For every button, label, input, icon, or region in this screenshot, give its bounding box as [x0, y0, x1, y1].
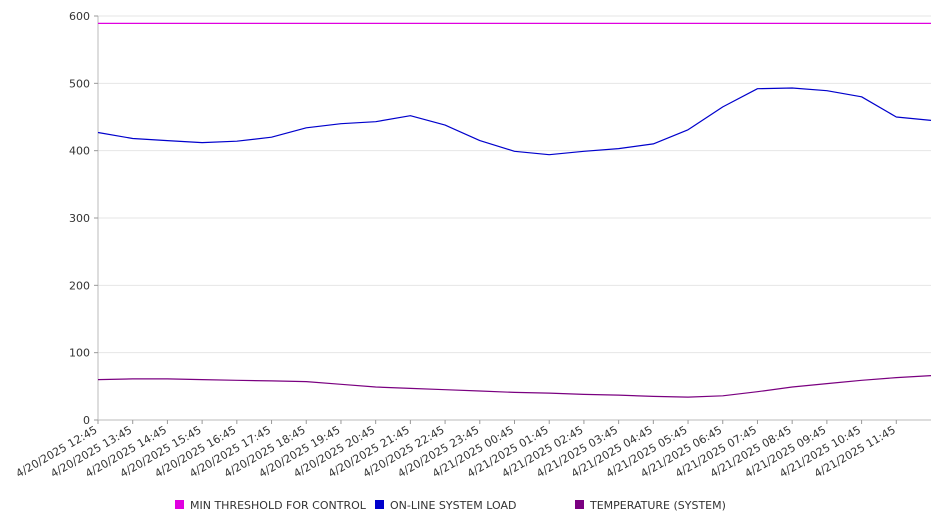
series-line-1: [97, 87, 932, 156]
legend-item: ON-LINE SYSTEM LOAD: [375, 499, 516, 512]
legend: MIN THRESHOLD FOR CONTROL ON-LINE SYSTEM …: [175, 499, 726, 512]
y-tick-label: 300: [69, 212, 90, 225]
legend-swatch: [575, 500, 584, 509]
x-axis-ticks: 4/20/2025 12:454/20/2025 13:454/20/2025 …: [14, 420, 898, 480]
series-line-2: [97, 375, 932, 398]
legend-item: TEMPERATURE (SYSTEM): [575, 499, 726, 512]
grid-lines: [98, 15, 931, 354]
y-tick-label: 400: [69, 145, 90, 158]
y-tick-label: 200: [69, 279, 90, 292]
legend-label: MIN THRESHOLD FOR CONTROL: [190, 499, 367, 512]
legend-label: TEMPERATURE (SYSTEM): [589, 499, 726, 512]
legend-swatch: [375, 500, 384, 509]
y-tick-label: 500: [69, 77, 90, 90]
y-tick-label: 600: [69, 10, 90, 23]
legend-label: ON-LINE SYSTEM LOAD: [390, 499, 516, 512]
legend-swatch: [175, 500, 184, 509]
series-lines: [97, 22, 932, 398]
legend-item: MIN THRESHOLD FOR CONTROL: [175, 499, 367, 512]
y-axis-ticks: 0 100 200 300 400 500 600: [69, 10, 98, 427]
y-tick-label: 0: [83, 414, 90, 427]
y-tick-label: 100: [69, 347, 90, 360]
